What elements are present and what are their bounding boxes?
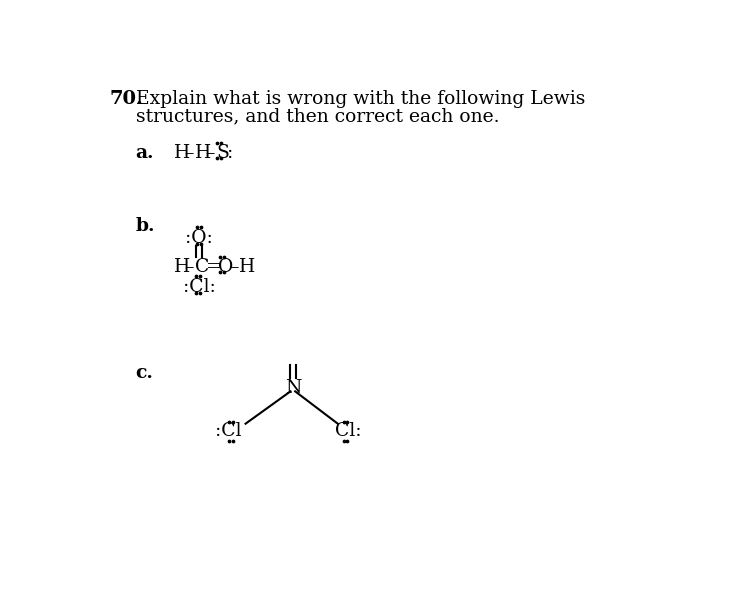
Text: –: –	[230, 258, 239, 276]
Text: S: S	[216, 144, 229, 162]
Text: H: H	[195, 144, 212, 162]
Text: :: :	[227, 144, 233, 162]
Text: –: –	[184, 258, 194, 276]
Text: :Cl: :Cl	[215, 423, 241, 440]
Text: C: C	[195, 258, 210, 276]
Text: b.: b.	[135, 217, 155, 236]
Text: a.: a.	[135, 144, 154, 162]
Text: H: H	[175, 258, 190, 276]
Text: Cl:: Cl:	[335, 423, 362, 440]
Text: 70.: 70.	[110, 91, 144, 108]
Text: –: –	[205, 144, 215, 162]
Text: H: H	[239, 258, 256, 276]
Text: :O:: :O:	[185, 229, 213, 247]
Text: N: N	[285, 379, 301, 397]
Text: :Cl:: :Cl:	[183, 278, 215, 296]
Text: =: =	[206, 258, 221, 276]
Text: –: –	[184, 144, 194, 162]
Text: O: O	[218, 258, 234, 276]
Text: H: H	[175, 144, 190, 162]
Text: structures, and then correct each one.: structures, and then correct each one.	[135, 107, 499, 126]
Text: c.: c.	[135, 363, 153, 382]
Text: Explain what is wrong with the following Lewis: Explain what is wrong with the following…	[135, 91, 585, 108]
